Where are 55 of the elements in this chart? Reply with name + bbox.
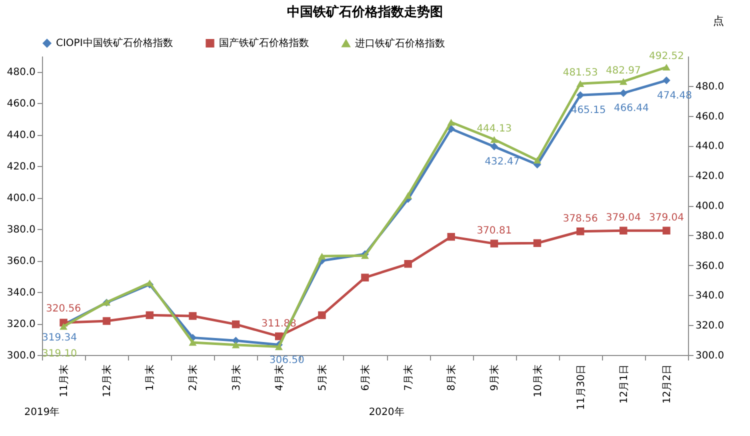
x-tick-label: 5月末: [316, 364, 328, 391]
legend-label: CIOPI中国铁矿石价格指数: [56, 37, 173, 50]
y-tick-label: 460.0: [6, 98, 36, 110]
x-tick-label: 7月末: [402, 364, 415, 391]
x-tick-label: 12月1日: [618, 364, 630, 404]
y-tick-label: 320.0: [6, 319, 36, 330]
y2-tick-label: 320.0: [696, 320, 724, 332]
data-label: 370.81: [476, 226, 512, 237]
y-tick-label: 420.0: [6, 162, 36, 173]
y-tick-label: 340.0: [6, 288, 36, 299]
data-label: 320.56: [46, 304, 82, 315]
data-label: 379.04: [606, 212, 641, 224]
y-tick-label: 440.0: [6, 130, 36, 142]
y2-tick-label: 400.0: [696, 201, 724, 212]
x-tick-label: 11月30日: [576, 364, 587, 410]
y-tick-label: 300.0: [6, 350, 36, 362]
x-tick-label: 12月2日: [662, 364, 673, 404]
x-tick-label: 4月末: [273, 364, 286, 391]
data-label: 432.47: [484, 156, 520, 168]
data-label: 306.50: [269, 354, 304, 366]
x-tick-label: 12月末: [101, 364, 114, 398]
x-tick-label: 9月末: [488, 364, 501, 391]
data-label: 482.97: [606, 65, 641, 76]
legend-label: 进口铁矿石价格指数: [355, 37, 445, 50]
data-label: 379.04: [648, 212, 684, 224]
y-tick-label: 400.0: [6, 193, 36, 204]
data-label: 465.15: [570, 105, 606, 116]
y2-tick-label: 340.0: [696, 290, 724, 302]
data-label: 378.56: [562, 213, 598, 224]
y2-tick-label: 480.0: [696, 81, 724, 92]
chart-title: 中国铁矿石价格指数走势图: [287, 4, 443, 20]
y2-tick-label: 360.0: [696, 260, 724, 272]
data-label: 492.52: [648, 51, 684, 62]
y2-tick-label: 440.0: [696, 141, 724, 152]
x-tick-label: 2月末: [187, 364, 200, 391]
y-tick-label: 360.0: [6, 256, 36, 268]
data-label: 481.53: [562, 68, 598, 79]
x-tick-label: 8月末: [446, 364, 458, 391]
data-label: 444.13: [476, 124, 512, 135]
x-tick-label: 10月末: [532, 364, 544, 398]
text: 2020年: [368, 406, 404, 418]
legend-label: 国产铁矿石价格指数: [219, 37, 309, 50]
y-tick-label: 480.0: [6, 67, 36, 78]
text: 2019年: [24, 406, 60, 418]
y2-tick-label: 380.0: [696, 230, 724, 242]
x-tick-label: 11月末: [58, 364, 70, 398]
x-tick-label: 6月末: [360, 364, 372, 391]
x-tick-label: 1月末: [144, 364, 156, 391]
y2-tick-label: 460.0: [696, 111, 724, 122]
x-tick-label: 3月末: [230, 364, 242, 391]
y2-tick-label: 300.0: [696, 350, 724, 362]
y2-axis-title: 点: [713, 14, 724, 28]
y2-tick-label: 420.0: [696, 171, 724, 182]
y-tick-label: 380.0: [6, 224, 36, 236]
data-label: 466.44: [614, 103, 649, 114]
